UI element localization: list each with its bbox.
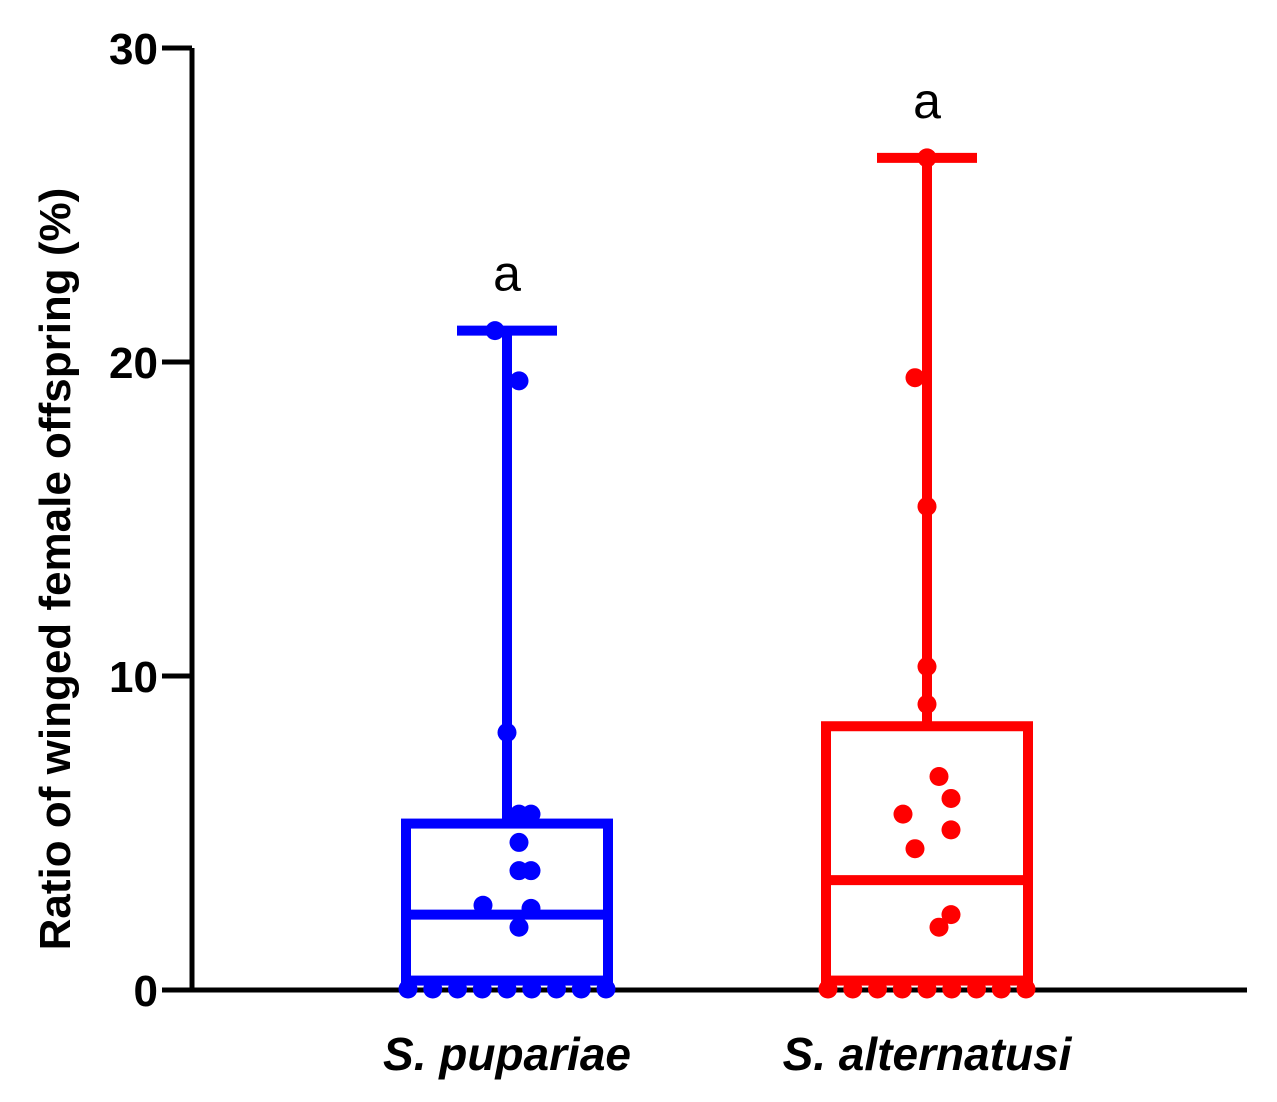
data-point [522,979,542,999]
data-point [991,979,1011,999]
data-point [509,917,529,937]
data-point [941,905,961,925]
axes [162,45,1247,993]
y-tick-label-20: 20 [109,339,158,388]
significance-label-1: a [493,246,521,302]
data-point [929,766,949,786]
data-point [509,832,529,852]
data-point [547,979,566,999]
data-point [917,496,937,516]
y-tick-label-30: 30 [109,25,158,74]
y-tick-label-10: 10 [109,653,158,702]
data-point [917,979,937,999]
data-point [818,979,838,999]
data-point [521,898,541,918]
y-tick-label-0: 0 [134,967,158,1016]
data-point [509,371,529,391]
data-point [942,979,962,999]
data-point [941,820,961,840]
x-category-label-1: S. pupariae [383,1028,631,1080]
y-axis-title: Ratio of winged female offspring (%) [31,188,80,951]
data-point [843,979,863,999]
x-category-label-2: S. alternatusi [783,1028,1073,1080]
data-point [905,368,925,388]
data-point [497,723,517,743]
data-point [929,917,949,937]
data-point [917,148,937,168]
data-point [398,979,418,999]
data-point [571,979,591,999]
data-point [893,804,913,824]
data-point [1016,979,1036,999]
data-point [521,861,541,881]
significance-label-2: a [913,73,941,129]
data-point [596,979,616,999]
data-point [892,979,912,999]
data-point [967,979,986,999]
chart-marks [398,148,1036,999]
series-group-2 [818,148,1036,999]
data-point [521,804,541,824]
chart-labels: 0 10 20 30 Ratio of winged female offspring … [31,25,1073,1080]
data-point [917,694,937,714]
data-point [917,657,937,677]
data-point [472,979,492,999]
data-point [423,979,443,999]
box-iqr [401,818,613,986]
data-point [448,979,467,999]
data-point [485,321,505,341]
data-point [905,839,925,859]
series-group-1 [398,321,616,999]
box-iqr [821,721,1033,986]
data-point [473,895,493,915]
data-point [497,979,517,999]
data-point [941,788,961,808]
data-point [868,979,887,999]
